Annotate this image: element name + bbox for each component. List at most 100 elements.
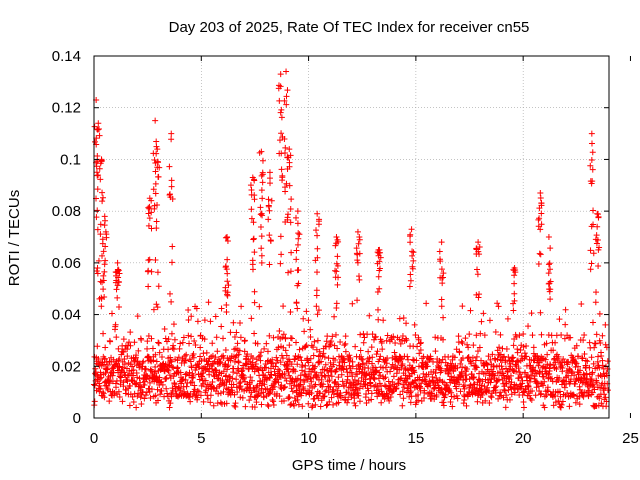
data-point [411, 321, 418, 328]
data-point [476, 244, 483, 251]
data-point [313, 227, 320, 234]
data-point [484, 361, 491, 368]
data-point [355, 392, 362, 399]
data-point [544, 351, 551, 358]
data-point [244, 351, 251, 358]
data-point [276, 393, 283, 400]
data-point [333, 268, 340, 275]
data-point [251, 288, 258, 295]
data-point [542, 356, 549, 363]
data-point [397, 356, 404, 363]
data-point [240, 374, 247, 381]
data-point [113, 269, 120, 276]
x-tick-labels: 0 5 10 15 20 25 [90, 430, 639, 447]
data-point [294, 361, 301, 368]
data-point [538, 331, 545, 338]
data-point [550, 402, 557, 409]
data-point [153, 138, 160, 145]
data-point [602, 394, 609, 401]
data-point [375, 249, 382, 256]
data-point [545, 261, 552, 268]
data-point [590, 221, 597, 228]
data-point [353, 245, 360, 252]
data-point [154, 386, 161, 393]
data-point [116, 393, 123, 400]
data-point [399, 388, 406, 395]
data-point [335, 383, 342, 390]
data-point [562, 321, 569, 328]
data-point [282, 188, 289, 195]
data-point [301, 378, 308, 385]
data-point [474, 385, 481, 392]
data-point [131, 339, 138, 346]
data-point [120, 364, 126, 371]
data-point [148, 386, 155, 393]
data-point [576, 401, 583, 408]
data-point [299, 362, 306, 369]
data-point [238, 303, 245, 310]
data-point [473, 353, 480, 360]
data-point [336, 362, 343, 369]
data-point [433, 366, 440, 373]
data-point [463, 372, 470, 379]
data-point [579, 355, 586, 362]
data-point [104, 366, 111, 373]
data-point [212, 354, 219, 361]
data-point [320, 381, 327, 388]
data-point [271, 383, 278, 390]
data-point [316, 390, 323, 397]
data-point [156, 164, 163, 171]
data-point [352, 343, 359, 350]
data-point [253, 399, 260, 406]
data-point [277, 71, 284, 78]
data-point [277, 109, 284, 116]
data-point [196, 364, 203, 371]
data-point [96, 388, 103, 395]
data-point [280, 331, 287, 338]
data-point [432, 334, 439, 341]
data-point [269, 386, 276, 393]
data-point [486, 317, 493, 324]
data-point [549, 375, 556, 382]
data-point [372, 333, 379, 340]
data-point [224, 234, 231, 240]
data-point [513, 382, 520, 389]
data-point [197, 353, 204, 360]
data-point [547, 266, 554, 273]
data-point [510, 307, 517, 314]
data-point [94, 172, 101, 179]
data-point [100, 286, 107, 293]
data-point [202, 377, 209, 384]
data-point [129, 363, 136, 370]
data-point [535, 362, 542, 369]
data-point [153, 301, 160, 308]
data-point [398, 362, 405, 369]
data-point [155, 340, 162, 347]
data-point [410, 356, 417, 363]
data-point [296, 346, 303, 353]
data-point [109, 372, 116, 379]
data-point [410, 257, 417, 264]
data-point [604, 387, 611, 394]
data-point [332, 357, 339, 364]
data-point [510, 300, 517, 307]
data-point [596, 364, 603, 371]
data-point [266, 374, 273, 381]
data-point [249, 266, 256, 273]
data-point [427, 382, 434, 389]
data-point [473, 245, 480, 252]
data-point [169, 243, 176, 250]
data-point [139, 359, 146, 366]
data-point [504, 315, 511, 322]
data-point [224, 270, 231, 277]
data-point [353, 386, 360, 393]
data-point [281, 384, 288, 391]
data-point [266, 332, 273, 339]
data-point [564, 389, 571, 396]
data-point [408, 226, 415, 233]
data-point [409, 364, 416, 371]
data-point [257, 204, 264, 211]
data-point [474, 271, 481, 278]
data-point [182, 371, 189, 378]
data-point [377, 353, 384, 360]
